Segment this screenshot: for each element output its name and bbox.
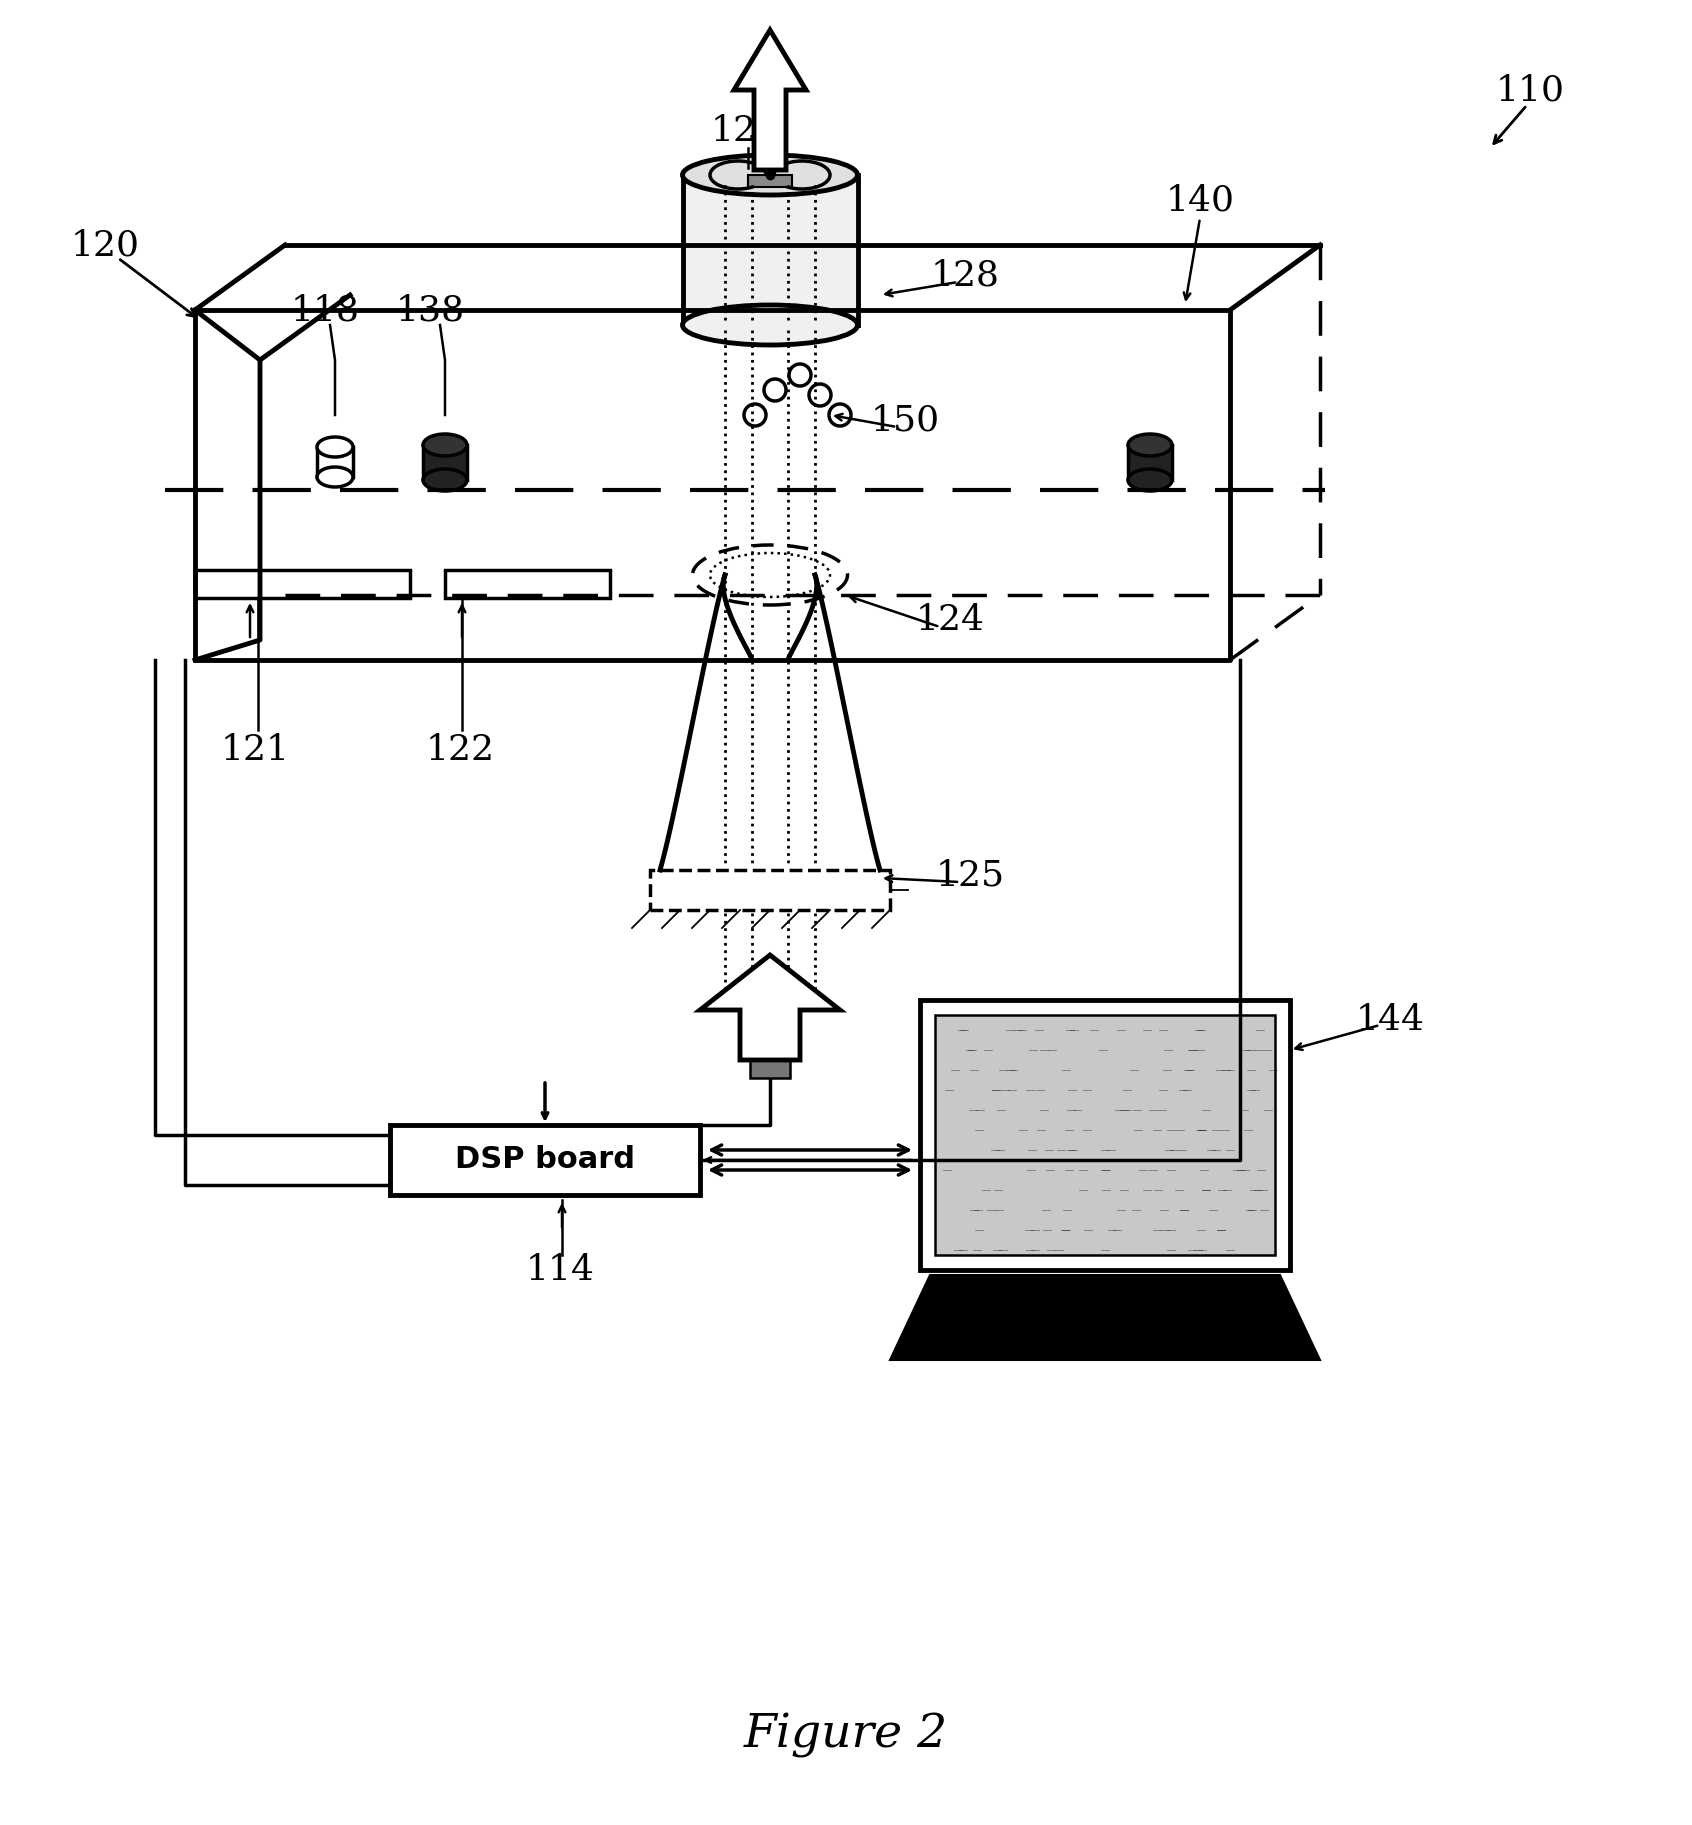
Text: 118: 118 [291, 294, 359, 327]
Ellipse shape [316, 467, 354, 487]
Ellipse shape [423, 434, 467, 456]
Bar [650, 871, 890, 911]
Bar [195, 569, 409, 599]
Text: 138: 138 [396, 294, 465, 327]
Text: 121: 121 [220, 734, 289, 766]
Bar [1129, 445, 1173, 480]
Bar [750, 1060, 790, 1079]
Bar [316, 447, 354, 476]
Bar [684, 175, 858, 325]
Bar [445, 569, 611, 599]
Text: Figure 2: Figure 2 [744, 1712, 948, 1757]
Ellipse shape [316, 436, 354, 456]
Ellipse shape [1129, 469, 1173, 491]
Ellipse shape [1129, 434, 1173, 456]
Text: DSP board: DSP board [455, 1146, 634, 1175]
Polygon shape [890, 1276, 1320, 1360]
Polygon shape [734, 29, 805, 170]
Text: 120: 120 [71, 228, 139, 263]
Ellipse shape [682, 155, 858, 195]
Bar [936, 1015, 1276, 1256]
Bar [389, 1124, 700, 1195]
Ellipse shape [682, 305, 858, 345]
Bar [748, 175, 792, 186]
Text: 125: 125 [936, 858, 1005, 892]
Bar [920, 1000, 1289, 1270]
Text: 128: 128 [931, 257, 1000, 292]
Polygon shape [700, 954, 839, 1060]
Text: 114: 114 [526, 1254, 594, 1287]
Text: 122: 122 [425, 734, 494, 766]
Text: 150: 150 [870, 403, 939, 436]
Text: 124: 124 [915, 602, 985, 637]
Text: 129: 129 [711, 113, 780, 148]
Text: 144: 144 [1355, 1004, 1425, 1037]
Text: 110: 110 [1496, 73, 1565, 108]
Ellipse shape [423, 469, 467, 491]
Bar [423, 445, 467, 480]
Text: 140: 140 [1166, 182, 1235, 217]
